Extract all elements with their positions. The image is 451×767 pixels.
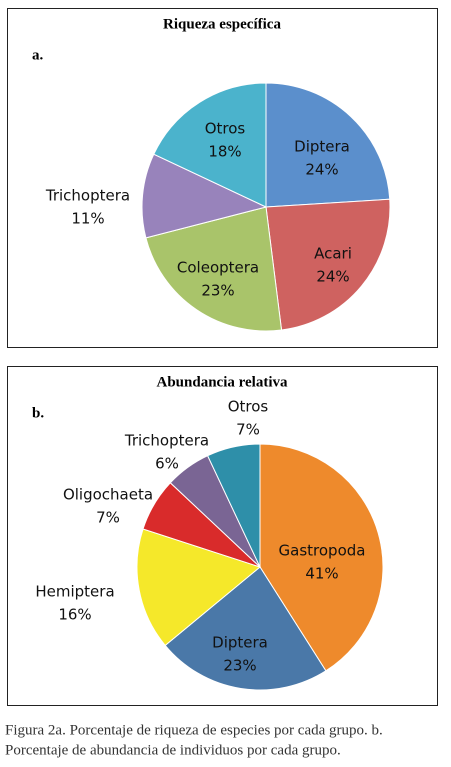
slice-value-label: 7% [236, 421, 260, 439]
slice-value-label: 24% [305, 161, 338, 179]
pie-slice [164, 566, 327, 691]
panel-label: b. [32, 405, 44, 421]
chart-title: Abundancia relativa [157, 374, 288, 390]
slice-label: Otros [205, 120, 246, 138]
slice-label: Acari [314, 245, 352, 263]
pie-slice [141, 153, 268, 239]
pie-slice [206, 443, 261, 568]
slice-value-label: 23% [223, 657, 256, 675]
slice-value-label: 6% [155, 455, 179, 473]
chart-title: Riqueza específica [163, 16, 281, 32]
slice-value-label: 18% [208, 143, 241, 161]
pie-slice [153, 82, 267, 208]
caption: Porcentaje de abundancia de individuos p… [5, 742, 341, 758]
slice-label: Diptera [294, 138, 350, 156]
pie-slice [145, 206, 283, 332]
slice-label: Hemiptera [35, 583, 114, 601]
pie-slice [265, 198, 391, 331]
slice-label: Diptera [212, 634, 268, 652]
panel-frame [7, 8, 438, 348]
slice-value-label: 11% [71, 210, 104, 228]
pie-slice [259, 443, 384, 672]
panel-frame [7, 366, 438, 706]
slice-value-label: 16% [58, 606, 91, 624]
slice-label: Trichoptera [45, 187, 130, 205]
slice-label: Coleoptera [177, 259, 259, 277]
slice-label: Gastropoda [279, 542, 366, 560]
slice-label: Otros [228, 398, 269, 416]
pie-slice [265, 82, 391, 208]
panel-label: a. [32, 47, 44, 63]
slice-value-label: 7% [96, 509, 120, 527]
caption: Figura 2a. Porcentaje de riqueza de espe… [5, 722, 383, 738]
slice-label: Trichoptera [124, 432, 209, 450]
slice-value-label: 23% [201, 282, 234, 300]
slice-value-label: 24% [316, 268, 349, 286]
slice-label: Oligochaeta [63, 486, 153, 504]
pie-slice [136, 528, 262, 647]
slice-value-label: 41% [305, 565, 338, 583]
